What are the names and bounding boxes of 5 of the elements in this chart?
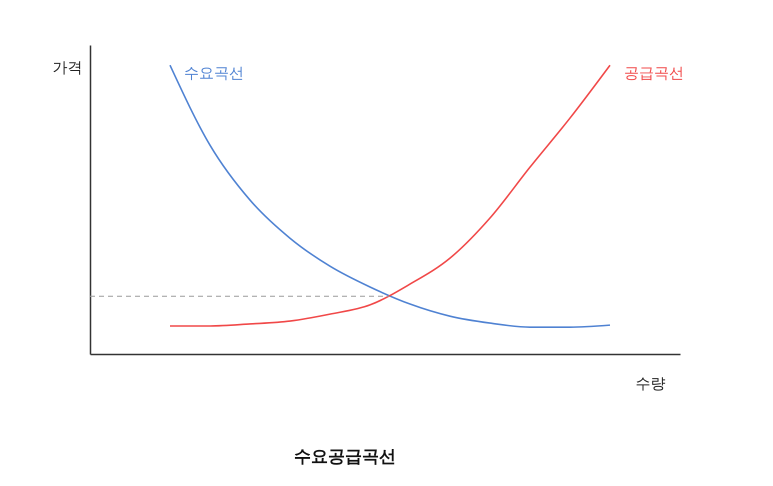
series-label: 공급곡선	[624, 64, 684, 82]
text: 수요공급곡선	[294, 447, 396, 467]
y-axis-title: 가격	[52, 58, 82, 76]
x-axis-title: 수량	[636, 374, 666, 392]
series-label: 수요곡선	[184, 64, 244, 82]
